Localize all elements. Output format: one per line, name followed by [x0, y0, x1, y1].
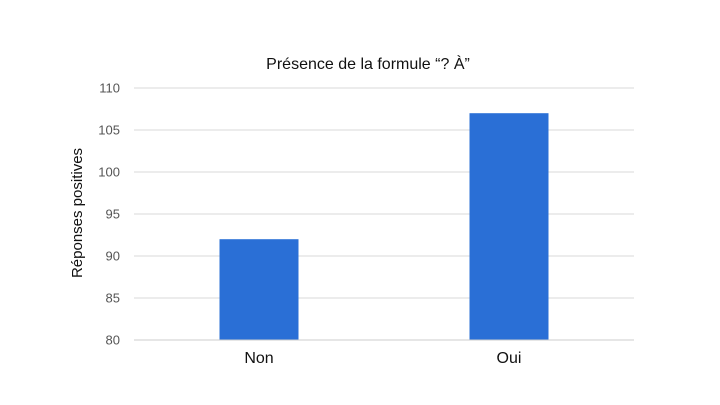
y-tick-label: 95 — [106, 207, 120, 222]
category-labels: Non Oui — [244, 350, 521, 367]
y-tick-label: 80 — [106, 333, 120, 348]
y-tick-label: 110 — [99, 81, 120, 96]
bar-oui — [469, 113, 549, 340]
y-tick-label: 90 — [106, 249, 120, 264]
bars — [219, 113, 549, 340]
y-tick-label: 100 — [98, 165, 120, 180]
gridlines — [134, 87, 634, 299]
x-category-label: Non — [244, 350, 273, 367]
y-axis-label: Réponses positives — [69, 148, 86, 278]
x-category-label: Oui — [497, 350, 522, 367]
y-axis-ticks: 80 85 90 95 100 105 110 — [98, 81, 120, 348]
y-tick-label: 105 — [98, 123, 120, 138]
chart-title: Présence de la formule “? À” — [266, 54, 470, 73]
bar-non — [219, 239, 299, 340]
y-tick-label: 85 — [106, 291, 120, 306]
